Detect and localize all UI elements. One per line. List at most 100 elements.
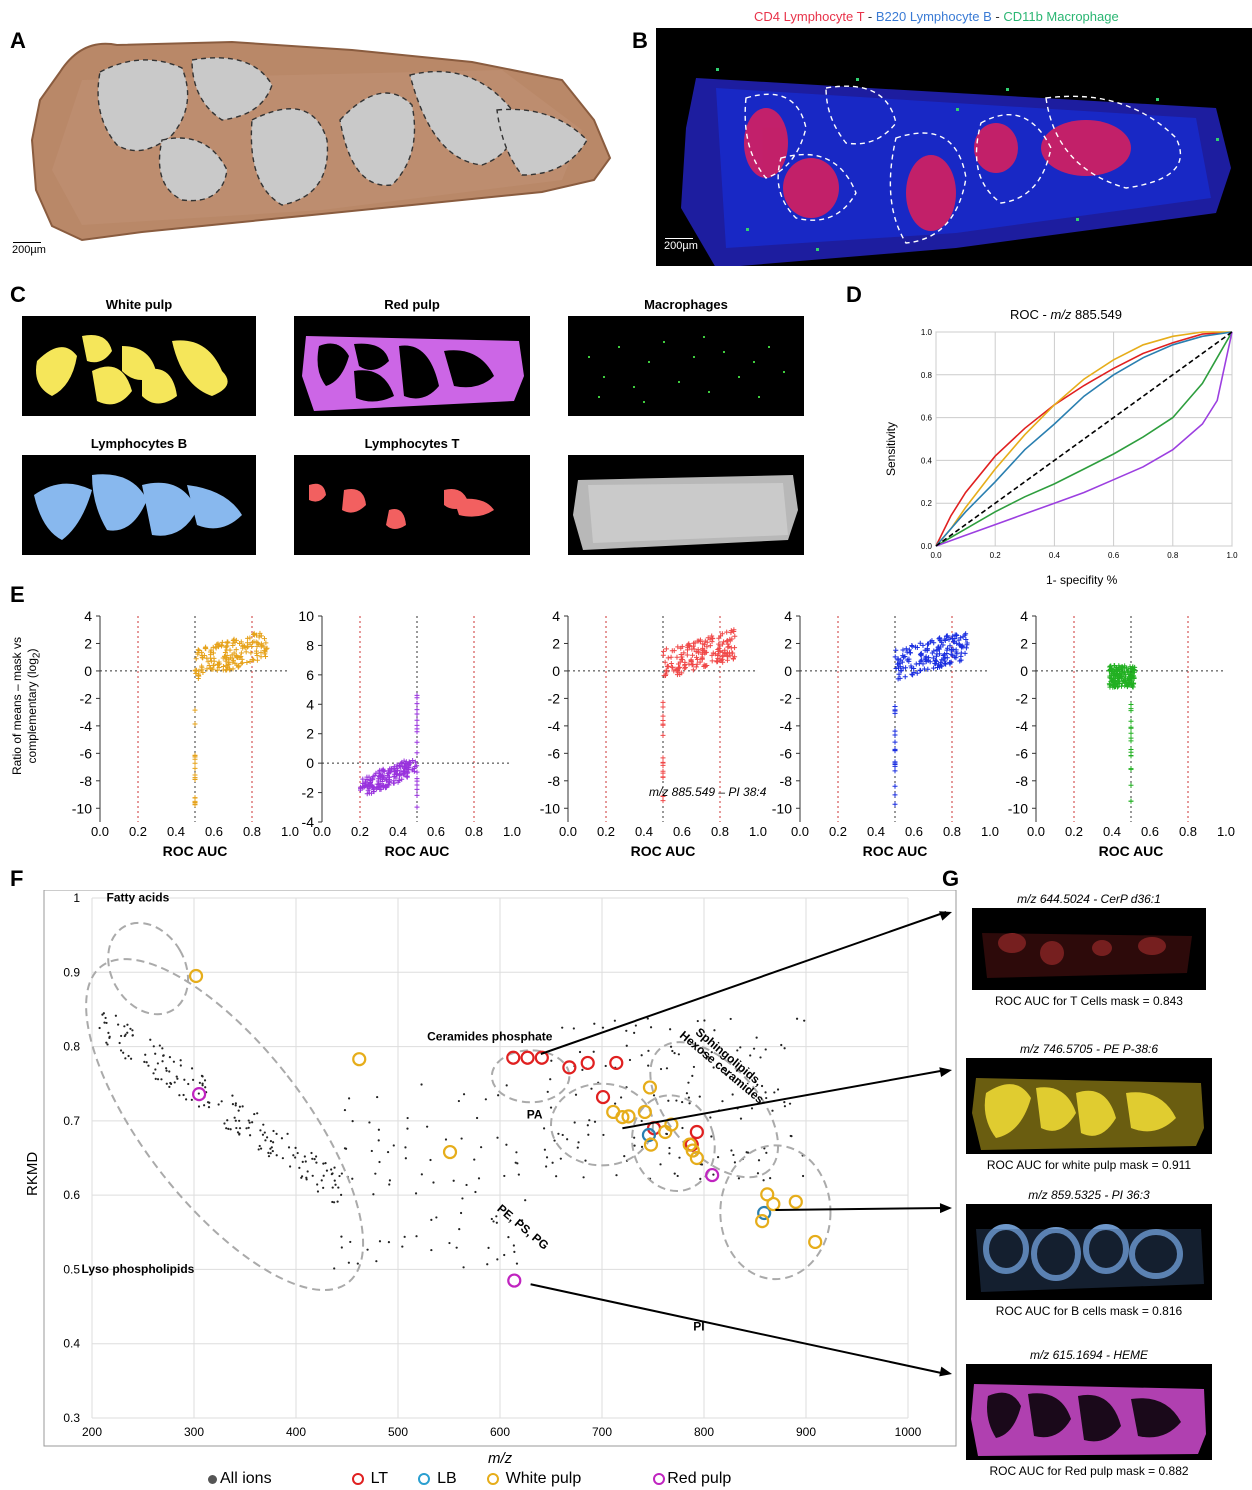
rkmd-ion-point (760, 1084, 764, 1088)
roc-curve-2 (935, 331, 1233, 547)
rkmd-ylabel: RKMD (24, 1151, 41, 1196)
e-point (892, 748, 898, 754)
rkmd-ion-point (685, 1092, 689, 1095)
e-x-tick: 0.4 (389, 824, 407, 839)
e-point (722, 647, 728, 653)
rkmd-group-label-4: PA (527, 1108, 543, 1122)
rkmd-ion-point (780, 1043, 783, 1047)
rkmd-y-tick: 0.9 (63, 965, 80, 979)
rkmd-ion-point (640, 1145, 644, 1148)
rkmd-group-label-1: Ceramides phosphate (427, 1030, 553, 1044)
rkmd-ion-point (377, 1128, 380, 1131)
e-y-tick: 0 (552, 663, 560, 679)
rkmd-ion-point (165, 1067, 168, 1070)
e-point (679, 644, 685, 650)
rkmd-ion-point (803, 1019, 806, 1022)
rkmd-ion-point (592, 1050, 595, 1053)
rkmd-ion-point (378, 1240, 382, 1243)
roc-title-value: 885.549 (1071, 307, 1123, 322)
mask-title-lymphocytes-b: Lymphocytes B (90, 436, 188, 451)
rkmd-ion-point (316, 1190, 320, 1193)
rkmd-ion-point (272, 1141, 275, 1144)
rkmd-ion-point (269, 1140, 273, 1143)
rkmd-ion-point (755, 1036, 758, 1039)
rkmd-ion-point (730, 1149, 733, 1152)
e-point (200, 669, 206, 675)
e-point (398, 761, 404, 767)
e-point (720, 654, 726, 660)
e-point (906, 656, 912, 662)
rkmd-ion-point (461, 1197, 464, 1200)
rkmd-ion-point (559, 1157, 562, 1160)
rkmd-ion-point (773, 1091, 776, 1094)
rkmd-ion-point (403, 1235, 406, 1238)
e-point (729, 650, 735, 656)
e-point (674, 672, 680, 678)
e-y-tick: -8 (1016, 773, 1029, 789)
rkmd-ion-point (131, 1029, 134, 1032)
e-point (714, 658, 720, 664)
rkmd-ion-point (614, 1102, 617, 1105)
rkmd-ion-point (145, 1061, 148, 1064)
e-point (934, 647, 940, 653)
e-point (894, 661, 900, 667)
e-point (896, 665, 902, 671)
rkmd-ion-point (659, 1163, 662, 1166)
roc-y-tick: 0.2 (921, 499, 933, 508)
e-point (892, 710, 898, 716)
e-point (1110, 668, 1116, 674)
rkmd-ion-point (588, 1119, 591, 1122)
e-point (704, 644, 710, 650)
rkmd-ion-point (372, 1193, 375, 1196)
rkmd-ion-point (337, 1186, 340, 1189)
e-point (690, 667, 696, 673)
scale-bar-b-line (665, 238, 693, 239)
e-point (685, 642, 691, 648)
rkmd-ion-point (322, 1186, 325, 1189)
e-x-tick: 0.6 (673, 824, 691, 839)
e-point (1128, 738, 1134, 744)
roc-x-tick: 0.6 (1108, 551, 1120, 560)
rkmd-ion-point (387, 1241, 391, 1244)
e-y-tick: 10 (298, 608, 314, 624)
e-point (251, 632, 257, 638)
e-point (1115, 678, 1121, 684)
rkmd-ion-point (310, 1151, 313, 1155)
e-point (724, 638, 730, 644)
panel-label-c: C (10, 282, 26, 307)
e-point (1128, 752, 1134, 758)
e-point (660, 713, 666, 719)
e-point (694, 661, 700, 667)
rkmd-ion-point (127, 1054, 130, 1058)
e-point (925, 666, 931, 672)
e-point (660, 717, 666, 723)
e-point (903, 646, 909, 652)
e-point (917, 640, 923, 646)
rkmd-ion-point (698, 1095, 701, 1098)
roc-x-tick: 0.0 (930, 551, 942, 560)
rkmd-group-ellipse-3 (550, 1082, 654, 1167)
e-point (944, 647, 950, 653)
rkmd-ion-point (253, 1112, 256, 1116)
e-x-label: ROC AUC (385, 843, 450, 859)
rkmd-ion-point (266, 1136, 269, 1139)
rkmd-ion-point (333, 1179, 336, 1182)
rkmd-ion-point (429, 1158, 432, 1162)
e-point (912, 644, 918, 650)
e-point (660, 798, 666, 804)
rkmd-ion-point (217, 1103, 220, 1106)
e-x-tick: 0.2 (1065, 824, 1083, 839)
e-point (249, 644, 255, 650)
e-point (414, 782, 420, 788)
e-point (1127, 666, 1133, 672)
e-point (893, 647, 899, 653)
rkmd-highlight-white-pulp (808, 1234, 823, 1250)
roc-xlabel: 1- specifity % (1046, 573, 1118, 587)
e-y-tick: -6 (80, 745, 93, 761)
rkmd-ion-point (676, 1174, 679, 1178)
rkmd-ion-point (204, 1086, 207, 1089)
rkmd-ion-point (513, 1250, 516, 1253)
e-point (1124, 682, 1130, 688)
rkmd-ion-point (275, 1154, 278, 1157)
e-point (224, 639, 230, 645)
